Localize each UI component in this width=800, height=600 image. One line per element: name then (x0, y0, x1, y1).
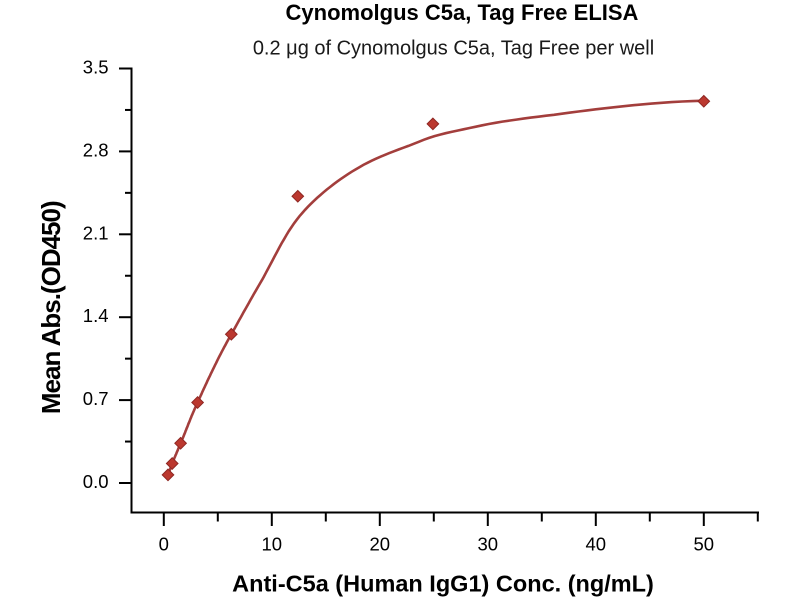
svg-text:10: 10 (262, 534, 283, 555)
svg-text:0.2 μg of Cynomolgus C5a, Tag: 0.2 μg of Cynomolgus C5a, Tag Free per w… (253, 38, 654, 60)
svg-text:20: 20 (370, 534, 391, 555)
svg-text:2.1: 2.1 (83, 222, 109, 243)
svg-text:0: 0 (159, 534, 169, 555)
svg-text:30: 30 (478, 534, 499, 555)
svg-text:0.0: 0.0 (83, 471, 109, 492)
svg-text:40: 40 (586, 534, 607, 555)
svg-text:50: 50 (694, 534, 715, 555)
svg-text:Mean Abs.(OD450): Mean Abs.(OD450) (36, 201, 66, 414)
svg-text:1.4: 1.4 (83, 305, 109, 326)
svg-text:Cynomolgus C5a, Tag Free ELISA: Cynomolgus C5a, Tag Free ELISA (286, 0, 639, 25)
svg-text:0.7: 0.7 (83, 388, 109, 409)
svg-text:3.5: 3.5 (83, 57, 109, 78)
svg-text:Anti-C5a (Human IgG1) Conc. (n: Anti-C5a (Human IgG1) Conc. (ng/mL) (232, 571, 654, 597)
svg-text:2.8: 2.8 (83, 139, 109, 160)
